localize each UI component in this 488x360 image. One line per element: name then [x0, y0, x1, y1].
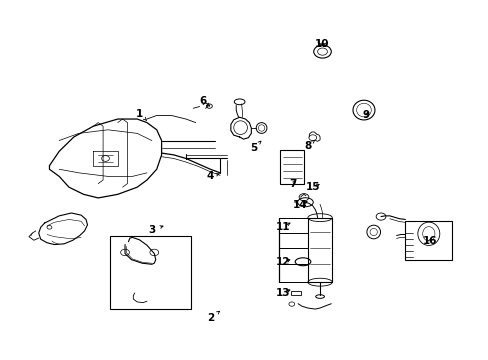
Text: 12: 12: [276, 257, 290, 267]
Text: 11: 11: [276, 222, 290, 231]
Text: 3: 3: [148, 225, 163, 235]
Text: 15: 15: [305, 182, 319, 192]
Text: 2: 2: [206, 311, 219, 323]
Text: 8: 8: [304, 140, 314, 151]
Text: 4: 4: [206, 171, 219, 181]
Bar: [110, 235, 190, 309]
Text: 14: 14: [293, 200, 307, 210]
Text: 6: 6: [199, 96, 209, 106]
Text: 9: 9: [362, 111, 369, 121]
Text: 5: 5: [250, 141, 261, 153]
Text: 10: 10: [315, 39, 329, 49]
Text: 7: 7: [289, 179, 296, 189]
Bar: [290, 291, 300, 296]
Bar: [405, 221, 451, 260]
Text: 1: 1: [136, 109, 146, 120]
Text: 16: 16: [422, 236, 436, 246]
Text: 13: 13: [276, 288, 290, 298]
Bar: [280, 149, 304, 184]
